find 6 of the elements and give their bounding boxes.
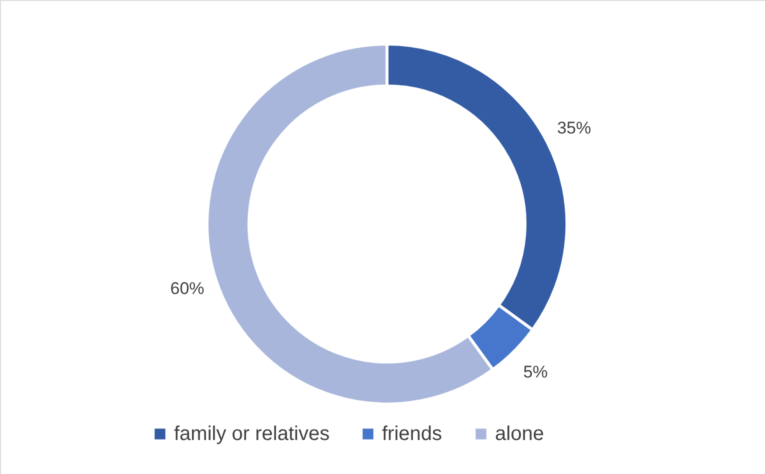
legend-label: alone: [495, 423, 544, 445]
legend-label: family or relatives: [174, 423, 330, 445]
data-label: 60%: [170, 278, 204, 298]
legend-label: friends: [382, 423, 442, 445]
data-label: 5%: [523, 362, 548, 382]
data-label: 35%: [557, 118, 592, 138]
